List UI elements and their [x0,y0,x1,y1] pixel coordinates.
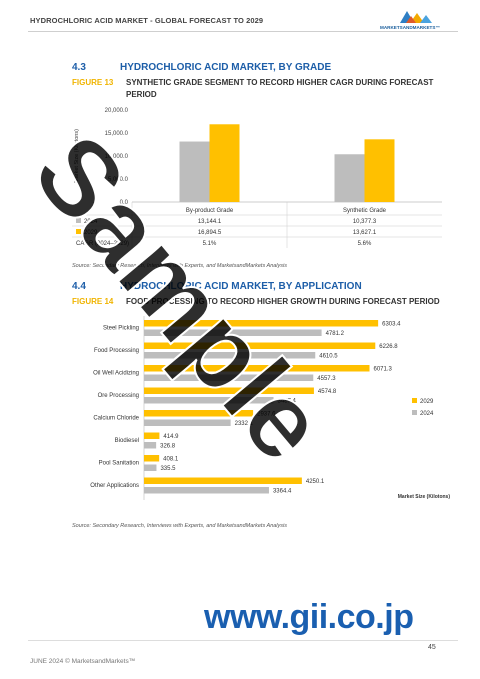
data-label: 326.8 [160,444,176,450]
marketsandmarkets-logo: MARKETSANDMARKETS™ [380,9,458,35]
table-cell: 10,377.3 [353,219,377,225]
table-cell: 13,144.1 [198,219,222,225]
legend-swatch [412,398,417,403]
table-cell: 13,627.1 [353,230,377,236]
data-label: 4250.1 [306,479,325,485]
section-title: HYDROCHLORIC ACID MARKET, BY GRADE [120,62,332,73]
bar-2024 [144,419,231,426]
data-label: 6226.8 [379,344,398,350]
bar-2029 [209,124,240,202]
figure-source: Source: Secondary Research, Interviews w… [72,263,287,269]
data-label: 3364.4 [273,489,292,495]
data-label: 408.1 [163,457,179,463]
table-cell: 5.6% [358,241,372,247]
category-label: Oil Well Acidizing [93,371,139,377]
data-label: 6071.3 [374,367,393,373]
legend-label: 2024 [420,411,434,417]
table-cell: 5.1% [203,241,217,247]
data-label: 4574.8 [318,389,337,395]
logo-triangles-icon [400,11,432,23]
page-number: 45 [428,644,436,651]
figure-source: Source: Secondary Research, Interviews w… [72,523,287,529]
bar-2029 [144,410,254,417]
table-cell: 16,894.5 [198,230,222,236]
data-label: 4781.2 [326,331,345,337]
bar-2029 [144,432,160,439]
bar-2024 [144,352,316,359]
bar-2024 [144,442,157,449]
y-tick-label: 5,000.0 [108,177,129,183]
table-row-name: 2024 [84,219,98,225]
category-label: Ore Processing [98,393,139,399]
bar-2029 [364,139,395,202]
footer-divider [28,640,458,641]
header-divider [28,31,458,32]
legend-swatch [76,229,81,234]
data-label: 4557.3 [317,376,336,382]
data-label: 2332.1 [235,421,254,427]
y-tick-label: 0.0 [120,200,129,206]
figure-title: SYNTHETIC GRADE SEGMENT TO RECORD HIGHER… [126,78,434,99]
legend-label: 2029 [420,399,434,405]
data-label: 6303.4 [382,322,401,328]
section-number: 4.3 [72,62,86,73]
bar-2029 [144,387,314,394]
data-label: 414.9 [163,434,179,440]
legend-swatch [412,410,417,415]
table-row-name: 2029 [84,230,98,236]
legend-swatch [76,218,81,223]
table-row-name: CAGR (2024–2029) [76,241,129,247]
axis-note: Market Size (Kilotons) [398,494,451,500]
grade-bar-chart: Market Size (Kilotons) 0.0 5,000.0 10,000.0… [72,108,442,248]
category-label: Other Applications [90,483,139,489]
bar-2024 [144,374,314,381]
category-label: Biodiesel [115,438,139,444]
logo-text: MARKETSANDMARKETS™ [380,25,440,30]
section-number: 4.4 [72,281,86,292]
bar-2029 [144,365,370,372]
figure-label: FIGURE 13 [72,78,114,87]
bar-2024 [179,141,210,202]
category-label: Pool Sanitation [99,461,139,467]
bar-2024 [144,329,322,336]
category-label: By-product Grade [186,208,234,214]
category-label: Calcium Chloride [93,416,139,422]
gii-url[interactable]: www.gii.co.jp [204,598,414,636]
category-label: Steel Pickling [103,326,139,332]
bar-2024 [144,464,157,471]
category-label: Food Processing [94,348,139,354]
bar-2029 [144,320,379,327]
application-bar-chart: Steel Pickling 6303.4 4781.2 Food Processin… [90,316,451,500]
y-axis-label: Market Size (Kilotons) [74,129,80,183]
data-label: 3487.4 [278,399,297,405]
section-title: HYDROCHLORIC ACID MARKET, BY APPLICATION [120,281,362,292]
data-label: 4610.5 [319,354,338,360]
bar-2029 [144,455,160,462]
data-label: 2937.6 [257,412,276,418]
data-label: 335.5 [160,466,176,472]
y-tick-label: 20,000.0 [105,108,129,114]
footer-text: JUNE 2024 © MarketsandMarkets™ [30,658,136,665]
bar-2024 [144,397,274,404]
y-tick-label: 15,000.0 [105,131,129,137]
figure-title: FOOD PROCESSING TO RECORD HIGHER GROWTH … [126,297,440,306]
bar-2024 [334,154,365,202]
y-tick-label: 10,000.0 [105,154,129,160]
report-header-title: HYDROCHLORIC ACID MARKET - GLOBAL FORECA… [30,16,264,25]
bar-2029 [144,477,302,484]
bar-2029 [144,342,376,349]
bar-2024 [144,487,269,494]
figure-label: FIGURE 14 [72,297,114,306]
category-label: Synthetic Grade [343,208,387,214]
